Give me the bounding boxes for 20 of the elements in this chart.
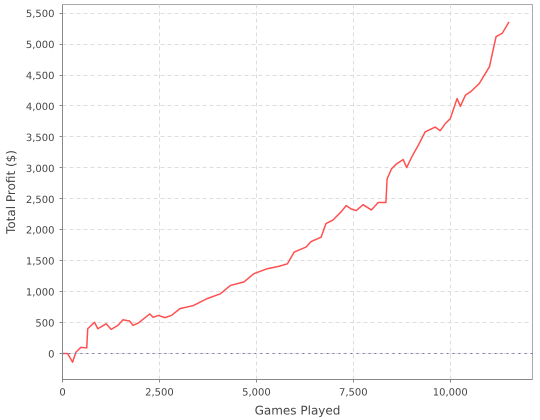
y-tick-label: 3,500: [26, 132, 55, 144]
y-tick-label: 5,500: [26, 9, 55, 20]
line-series: [62, 21, 510, 363]
y-tick-label: 5,000: [26, 40, 55, 52]
x-axis-title: Games Played: [254, 404, 340, 418]
y-tick-label: 2,000: [26, 226, 55, 237]
y-tick-label: 1,000: [26, 288, 55, 299]
y-tick-label: 3,000: [26, 164, 55, 175]
y-tick-label: 4,000: [26, 102, 55, 113]
x-tick-label: 10,000: [432, 388, 468, 398]
y-tick-label: 0: [48, 350, 55, 361]
x-tick-label: 0: [59, 388, 66, 398]
x-tick-label: 2,500: [145, 388, 174, 398]
x-tick-label: 7,500: [339, 388, 368, 398]
y-tick-label: 500: [35, 318, 55, 330]
y-axis-title: Total Profit ($): [4, 150, 18, 235]
x-tick-label: 5,000: [242, 388, 271, 398]
y-tick-label: 2,500: [26, 194, 55, 206]
y-tick-label: 1,500: [26, 256, 55, 268]
y-tick-label: 4,500: [26, 71, 55, 82]
